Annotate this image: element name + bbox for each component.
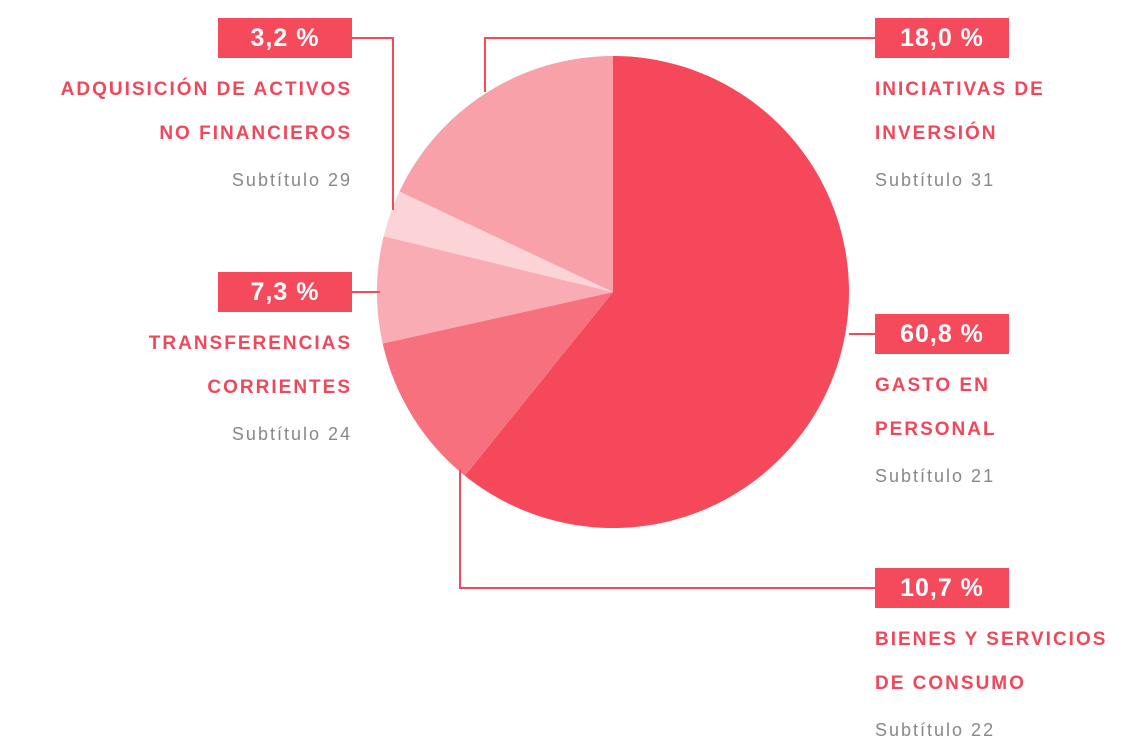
leader-line <box>484 37 875 92</box>
category-label: INICIATIVAS DE INVERSIÓN <box>875 79 1045 144</box>
subtitle-label: Subtítulo 21 <box>875 466 996 486</box>
value-label: 7,3 % <box>218 272 352 312</box>
leader-line <box>352 37 394 210</box>
category-label: ADQUISICIÓN DE ACTIVOS NO FINANCIEROS <box>60 79 352 144</box>
leader-line <box>459 470 875 589</box>
value-label: 10,7 % <box>875 568 1009 608</box>
value-label: 18,0 % <box>875 18 1009 58</box>
subtitle-label: Subtítulo 31 <box>875 170 996 190</box>
subtitle-label: Subtítulo 29 <box>231 170 352 190</box>
subtitle-label: Subtítulo 24 <box>231 424 352 444</box>
value-label: 60,8 % <box>875 314 1009 354</box>
pie-slice <box>464 56 850 529</box>
pie-slice <box>383 191 613 292</box>
value-label: 3,2 % <box>218 18 352 58</box>
category-label: TRANSFERENCIAS CORRIENTES <box>148 333 352 398</box>
category-label: BIENES Y SERVICIOS DE CONSUMO <box>875 629 1108 694</box>
pie-slice <box>399 56 613 292</box>
category-label: GASTO EN PERSONAL <box>875 375 997 440</box>
pie-slice <box>377 236 613 344</box>
subtitle-label: Subtítulo 22 <box>875 720 996 740</box>
pie-slice <box>382 292 613 476</box>
